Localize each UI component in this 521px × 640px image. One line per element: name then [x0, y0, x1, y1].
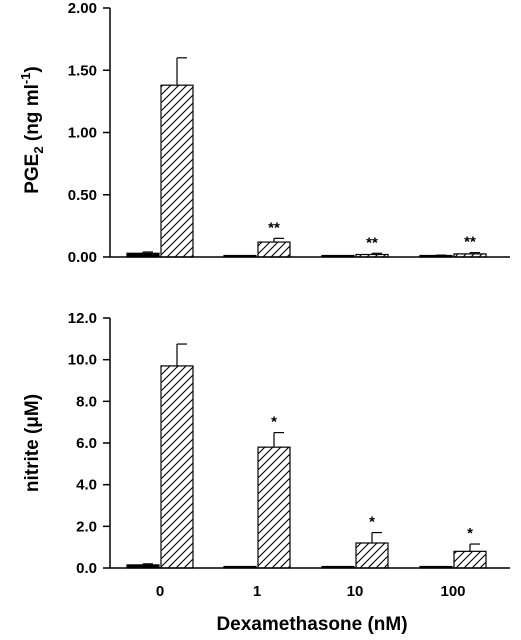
pge2-chart: 0.00 0.50 1.00 1.50 2.00 ** ** ** PGE2 (ng ml-…	[18, 0, 510, 266]
y-tick-label: 6.0	[76, 435, 97, 452]
bar-solid	[126, 252, 160, 258]
y-tick-label: 0.0	[76, 560, 97, 577]
bar-solid	[321, 565, 355, 569]
significance-marker: **	[268, 219, 280, 236]
x-tick-label: 0	[156, 583, 164, 600]
y-tick-label: 2.00	[68, 0, 97, 17]
nitrite-chart: 0.0 2.0 4.0 6.0 8.0 10.0 12.0 * * * 0 1 10 100 nitr…	[22, 310, 510, 600]
significance-marker: **	[464, 234, 476, 251]
y-tick-label: 1.00	[68, 125, 97, 142]
y-axis-title: PGE2 (ng ml-1)	[18, 66, 46, 194]
y-tick-label: 0.50	[68, 187, 97, 204]
bar-hatched	[453, 550, 487, 569]
y-tick-label: 0.00	[68, 249, 97, 266]
bar-hatched	[355, 542, 389, 569]
x-axis-title: Dexamethasone (nM)	[216, 614, 407, 635]
bar-solid	[223, 254, 257, 258]
bar-solid	[321, 254, 355, 258]
bars: * * *	[126, 343, 487, 569]
y-tick-label: 10.0	[68, 352, 97, 369]
bar-hatched	[355, 253, 389, 258]
significance-marker: *	[467, 525, 473, 542]
y-tick-label: 8.0	[76, 393, 97, 410]
bar-hatched	[257, 241, 291, 258]
y-tick-label: 1.50	[68, 62, 97, 79]
y-axis-title: nitrite (μM)	[22, 394, 43, 492]
x-tick-label: 10	[347, 583, 364, 600]
x-ticks: 0 1 10 100	[156, 583, 466, 600]
x-tick-label: 100	[440, 583, 465, 600]
bars: ** ** **	[126, 57, 487, 258]
significance-marker: *	[369, 514, 375, 531]
bar-hatched	[160, 84, 194, 258]
y-tick-label: 4.0	[76, 477, 97, 494]
bar-solid	[419, 565, 453, 569]
y-ticks: 0.00 0.50 1.00 1.50 2.00	[68, 0, 110, 266]
significance-marker: **	[366, 234, 378, 251]
bar-hatched	[160, 365, 194, 569]
y-tick-label: 2.0	[76, 518, 97, 535]
significance-marker: *	[271, 414, 277, 431]
bar-solid	[126, 564, 160, 569]
bar-solid	[223, 565, 257, 569]
y-tick-label: 12.0	[68, 310, 97, 327]
bar-hatched	[453, 253, 487, 258]
y-ticks: 0.0 2.0 4.0 6.0 8.0 10.0 12.0	[68, 310, 110, 577]
x-tick-label: 1	[253, 583, 261, 600]
bar-hatched	[257, 446, 291, 569]
